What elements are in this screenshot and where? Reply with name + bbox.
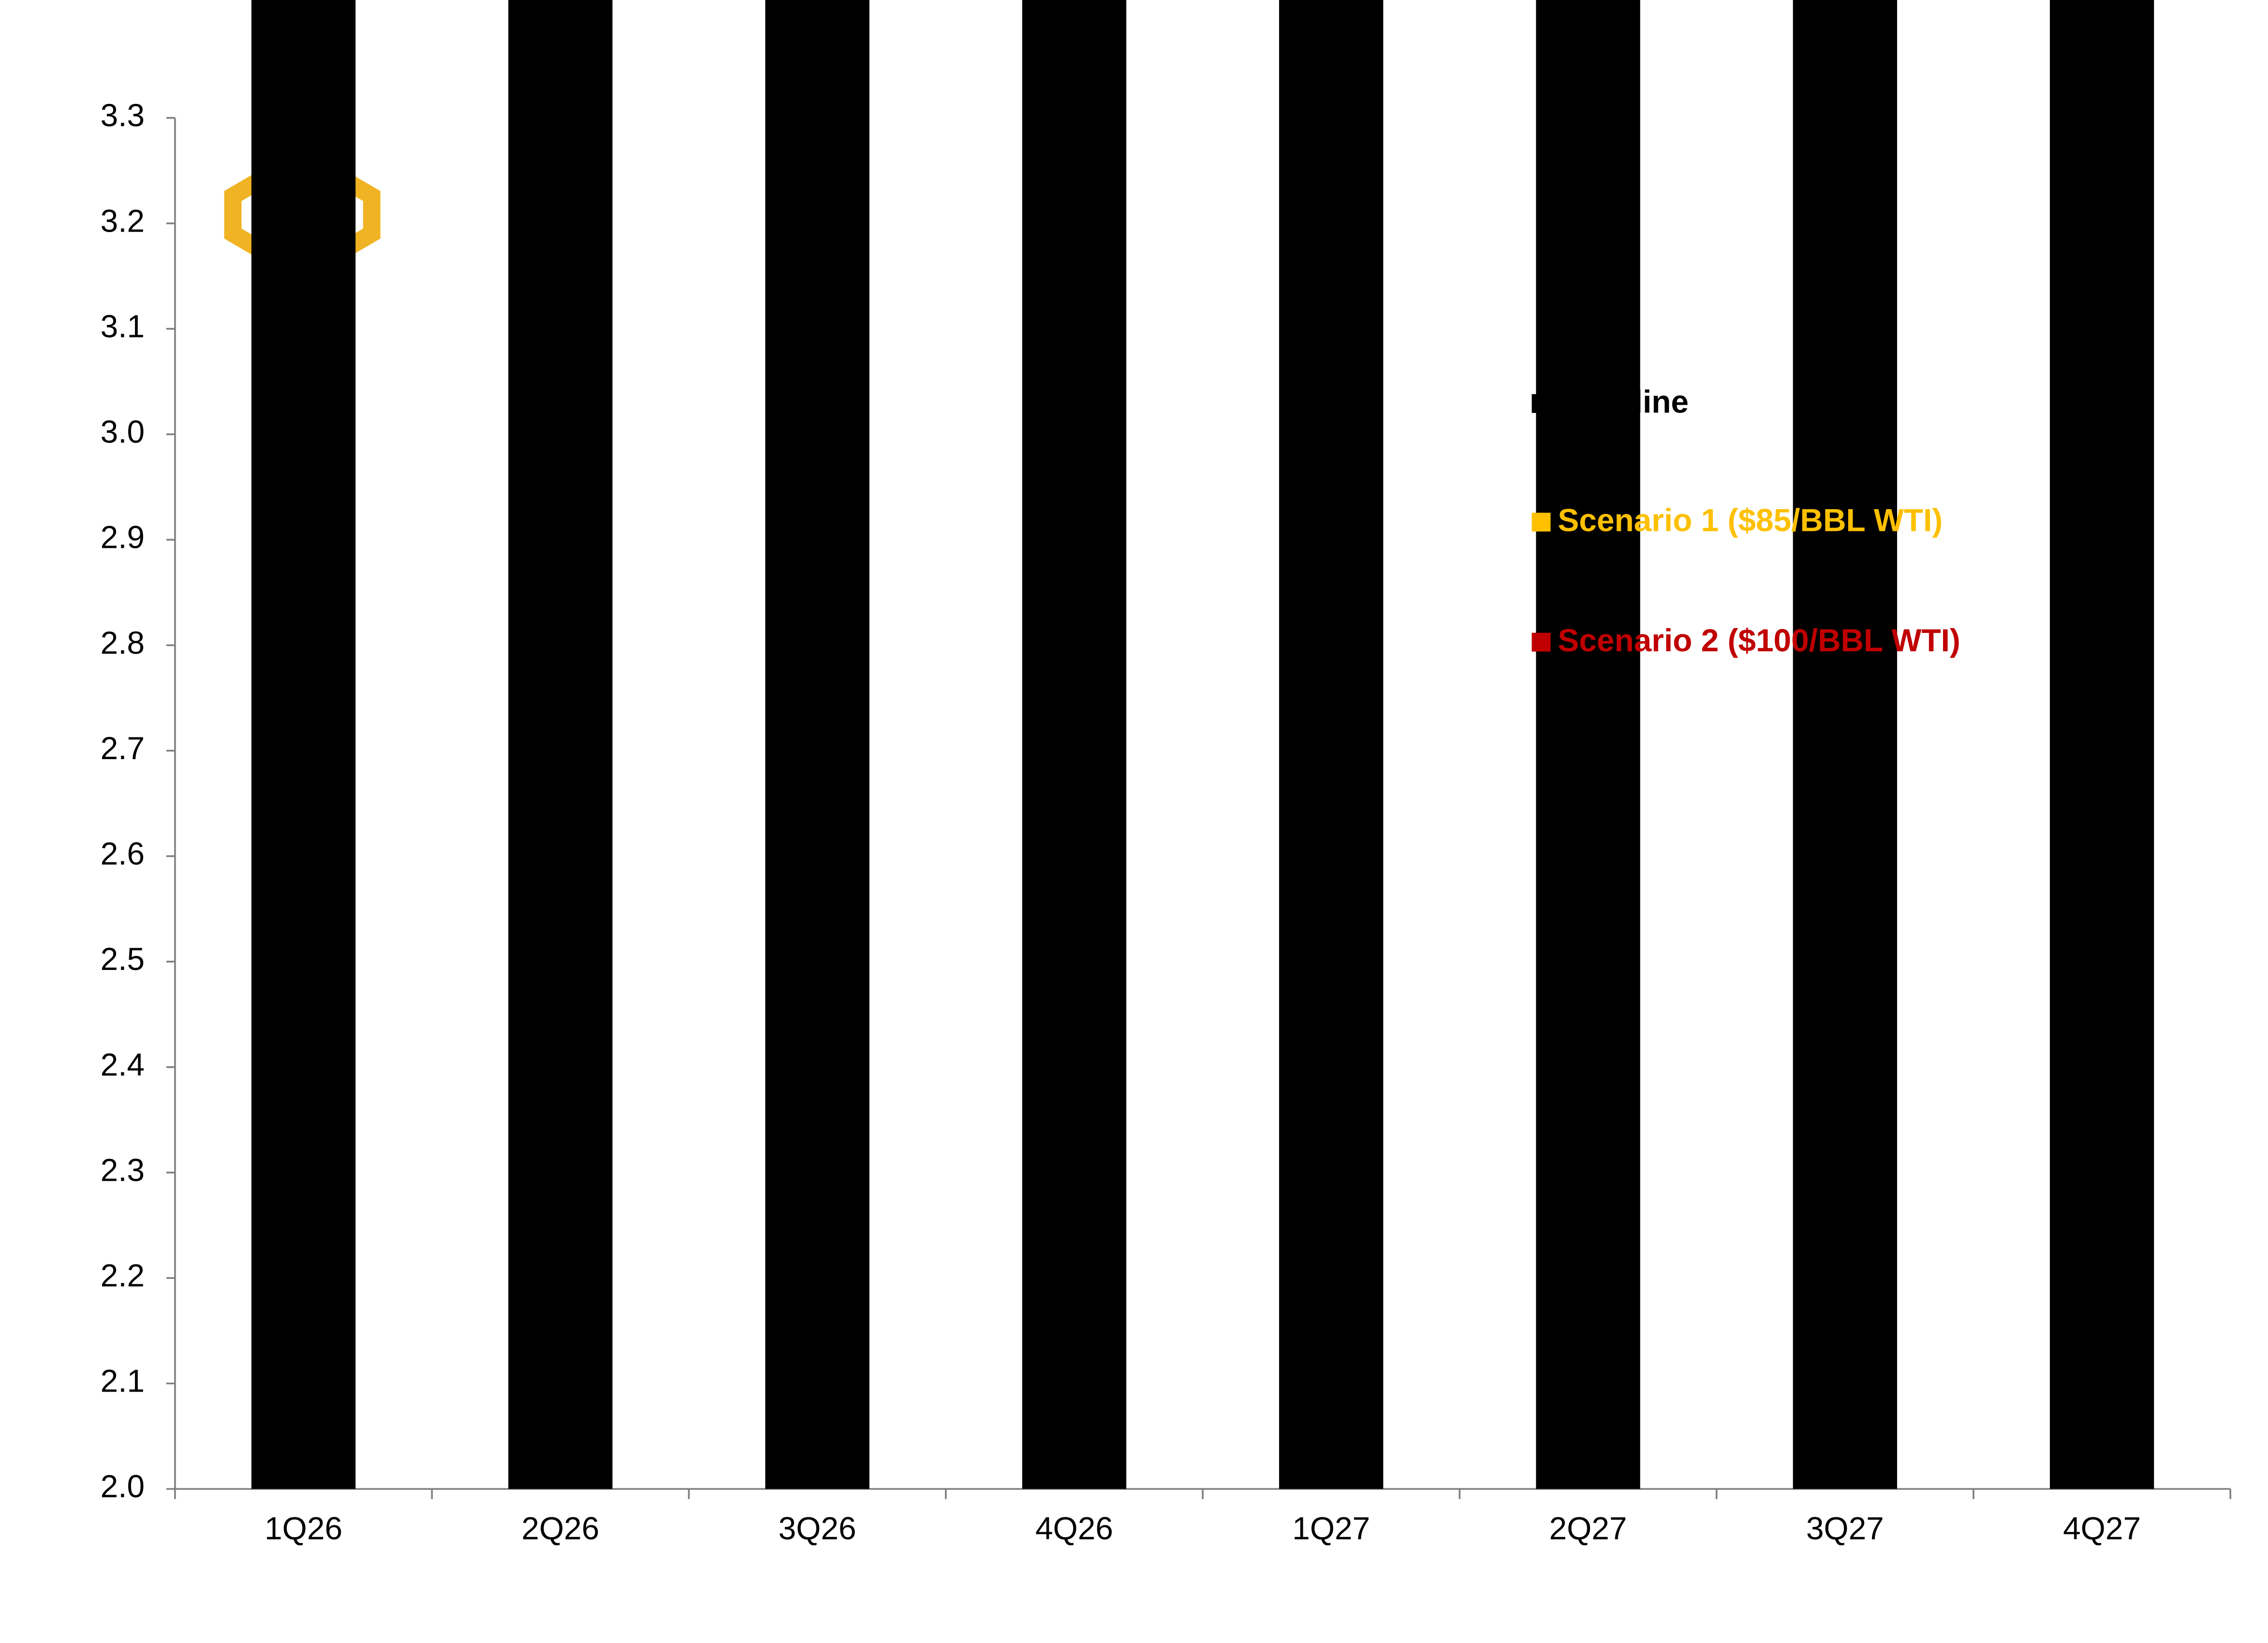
legend-label: Baseline xyxy=(1558,383,1689,419)
x-tick-label: 4Q27 xyxy=(2063,1510,2141,1546)
y-tick-label: 2.8 xyxy=(101,625,145,660)
bar-segment xyxy=(1279,0,1384,1489)
y-tick-label: 2.6 xyxy=(101,836,145,871)
y-tick-label: 2.0 xyxy=(101,1468,145,1504)
y-tick-label: 2.1 xyxy=(101,1363,145,1399)
bar-segment xyxy=(765,0,869,1489)
bar-segment xyxy=(1536,0,1640,1489)
x-tick-label: 2Q26 xyxy=(521,1510,599,1546)
x-tick-label: 1Q26 xyxy=(265,1510,342,1546)
y-tick-label: 2.4 xyxy=(101,1046,145,1082)
legend-label: Scenario 2 ($100/BBL WTI) xyxy=(1558,622,1960,658)
y-tick-label: 2.3 xyxy=(101,1152,145,1188)
y-tick-label: 2.9 xyxy=(101,519,145,555)
x-tick-label: 1Q27 xyxy=(1292,1510,1370,1546)
x-tick-label: 4Q26 xyxy=(1035,1510,1113,1546)
y-tick-label: 3.1 xyxy=(101,308,145,344)
y-tick-label: 2.5 xyxy=(101,941,145,977)
bar-segment xyxy=(251,0,356,1489)
legend-swatch xyxy=(1532,632,1551,652)
legend-swatch xyxy=(1532,394,1551,413)
bar-segment xyxy=(2049,0,2154,1489)
y-tick-label: 2.2 xyxy=(101,1258,145,1293)
bar-segment xyxy=(1793,0,1897,1489)
y-tick-label: 3.2 xyxy=(101,203,145,238)
y-tick-label: 3.0 xyxy=(101,414,145,450)
legend-label: Scenario 1 ($85/BBL WTI) xyxy=(1558,502,1943,538)
x-tick-label: 3Q27 xyxy=(1806,1510,1884,1546)
y-tick-label: 2.7 xyxy=(101,730,145,766)
bar-segment xyxy=(508,0,613,1489)
bar-segment xyxy=(1022,0,1127,1489)
legend-swatch xyxy=(1532,513,1551,532)
x-tick-label: 2Q27 xyxy=(1549,1510,1627,1546)
x-tick-label: 3Q26 xyxy=(779,1510,856,1546)
y-tick-label: 3.3 xyxy=(101,97,145,133)
